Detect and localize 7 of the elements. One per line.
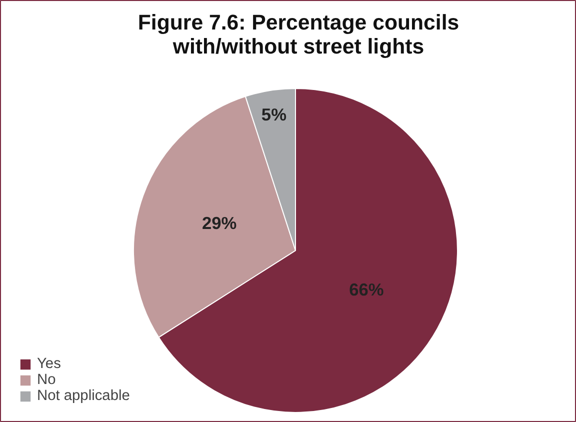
data-label: 29% [202, 213, 237, 234]
data-label: 5% [261, 104, 286, 124]
legend-label: Yes [37, 356, 61, 372]
chart-title: Figure 7.6: Percentage councils with/without street lights [138, 10, 460, 58]
data-label: 66% [349, 280, 384, 300]
legend-label: Not applicable [37, 388, 130, 404]
legend-label: No [37, 372, 57, 388]
